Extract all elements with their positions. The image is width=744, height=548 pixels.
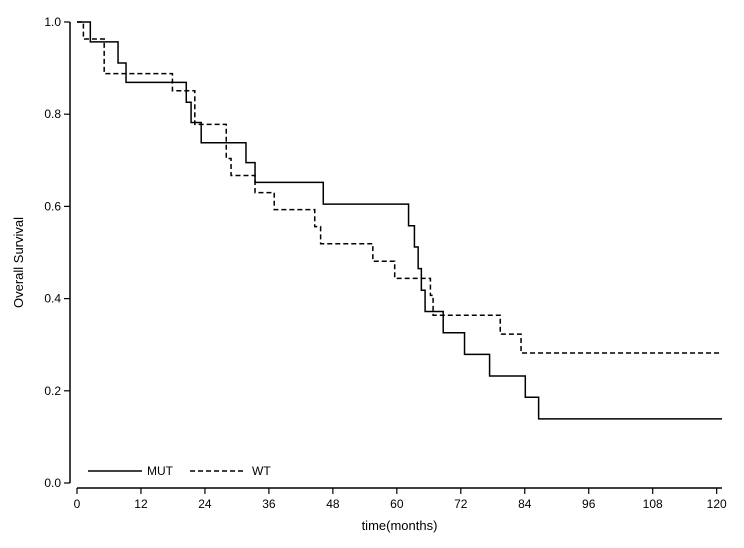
y-tick-label-5: 1.0 bbox=[44, 15, 61, 29]
series-line-wt bbox=[77, 21, 722, 354]
legend-label-mut: MUT bbox=[147, 464, 174, 478]
x-tick-label-6: 72 bbox=[454, 497, 468, 511]
series-layer bbox=[77, 21, 722, 420]
y-axis-ticks: 0.0 0.2 0.4 0.6 0.8 1.0 bbox=[44, 15, 70, 490]
x-tick-label-4: 48 bbox=[326, 497, 340, 511]
x-tick-label-7: 84 bbox=[518, 497, 532, 511]
x-tick-label-5: 60 bbox=[390, 497, 404, 511]
legend: MUT WT bbox=[88, 464, 271, 478]
y-tick-label-1: 0.2 bbox=[44, 384, 61, 398]
x-tick-label-1: 12 bbox=[134, 497, 148, 511]
y-tick-label-0: 0.0 bbox=[44, 476, 61, 490]
x-tick-label-10: 120 bbox=[707, 497, 727, 511]
y-axis-label: Overall Survival bbox=[11, 217, 26, 308]
series-line-mut bbox=[77, 21, 722, 420]
x-axis-label: time(months) bbox=[362, 518, 438, 533]
legend-label-wt: WT bbox=[252, 464, 271, 478]
x-tick-label-2: 24 bbox=[198, 497, 212, 511]
x-tick-label-0: 0 bbox=[74, 497, 81, 511]
x-axis-ticks: 0 12 24 36 48 60 72 84 96 108 120 bbox=[74, 488, 727, 511]
x-tick-label-9: 108 bbox=[643, 497, 663, 511]
x-tick-label-3: 36 bbox=[262, 497, 276, 511]
y-tick-label-2: 0.4 bbox=[44, 292, 61, 306]
y-tick-label-4: 0.8 bbox=[44, 107, 61, 121]
y-tick-label-3: 0.6 bbox=[44, 199, 61, 213]
x-tick-label-8: 96 bbox=[582, 497, 596, 511]
plot-frame bbox=[69, 22, 722, 489]
